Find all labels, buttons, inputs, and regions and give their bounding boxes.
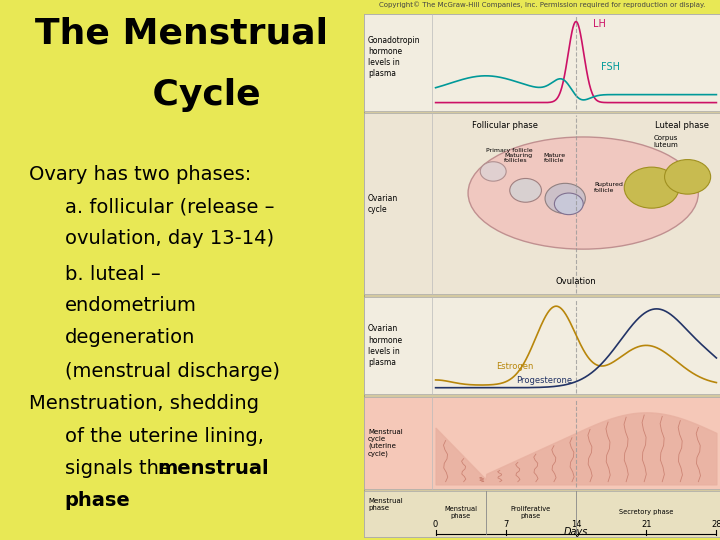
Text: Menstrual
phase: Menstrual phase [368,498,402,511]
Text: Proliferative
phase: Proliferative phase [510,506,551,519]
Bar [364,297,720,394]
Bar [364,14,720,537]
Text: phase: phase [65,491,130,510]
Circle shape [480,161,506,181]
Text: Ruptured
follicle: Ruptured follicle [594,183,623,193]
Text: degeneration: degeneration [65,328,195,347]
Text: Ovarian
hormone
levels in
plasma: Ovarian hormone levels in plasma [368,325,402,367]
Text: 7: 7 [503,520,508,529]
Text: The Menstrual: The Menstrual [35,16,328,50]
Text: Maturing
follicles: Maturing follicles [504,152,532,163]
Bar [364,491,720,537]
Circle shape [665,159,711,194]
Text: ovulation, day 13-14): ovulation, day 13-14) [65,230,274,248]
Ellipse shape [468,137,698,249]
Text: Ovarian
cycle: Ovarian cycle [368,194,398,214]
Text: a. follicular (release –: a. follicular (release – [65,197,274,216]
Text: Primary follicle: Primary follicle [486,147,533,152]
Text: Menstrual
phase: Menstrual phase [444,506,477,519]
Text: Copyright© The McGraw-Hill Companies, Inc. Permission required for reproduction : Copyright© The McGraw-Hill Companies, In… [379,1,705,8]
Circle shape [510,178,541,202]
Text: Progesterone: Progesterone [516,376,572,386]
Text: signals the: signals the [65,459,177,478]
Text: Luteal phase: Luteal phase [655,122,709,131]
Circle shape [554,193,583,214]
Text: LH: LH [593,19,606,29]
Circle shape [624,167,679,208]
Text: (menstrual discharge): (menstrual discharge) [65,362,280,381]
Text: 21: 21 [641,520,652,529]
Text: Follicular phase: Follicular phase [472,122,538,131]
Text: menstrual: menstrual [157,459,269,478]
Text: Ovulation: Ovulation [556,277,596,286]
Circle shape [545,183,585,213]
Text: b. luteal –: b. luteal – [65,265,161,284]
Text: Ovary has two phases:: Ovary has two phases: [29,165,251,184]
Text: Menstruation, shedding: Menstruation, shedding [29,394,258,413]
Text: 28: 28 [711,520,720,529]
Bar [364,397,720,489]
Text: Menstrual
cycle
(uterine
cycle): Menstrual cycle (uterine cycle) [368,429,402,457]
Text: Mature
follicle: Mature follicle [544,152,565,163]
Text: Secretory phase: Secretory phase [619,509,673,516]
Text: of the uterine lining,: of the uterine lining, [65,427,264,446]
Text: Corpus
luteum: Corpus luteum [654,135,678,148]
Text: Estrogen: Estrogen [496,362,533,371]
Text: Days: Days [564,526,588,537]
Text: endometrium: endometrium [65,296,197,315]
Bar [364,14,720,111]
Text: Gonadotropin
hormone
levels in
plasma: Gonadotropin hormone levels in plasma [368,36,420,78]
Text: 0: 0 [433,520,438,529]
Bar [364,113,720,294]
Text: FSH: FSH [601,63,620,72]
Text: 14: 14 [571,520,581,529]
Text: Cycle: Cycle [102,78,261,112]
